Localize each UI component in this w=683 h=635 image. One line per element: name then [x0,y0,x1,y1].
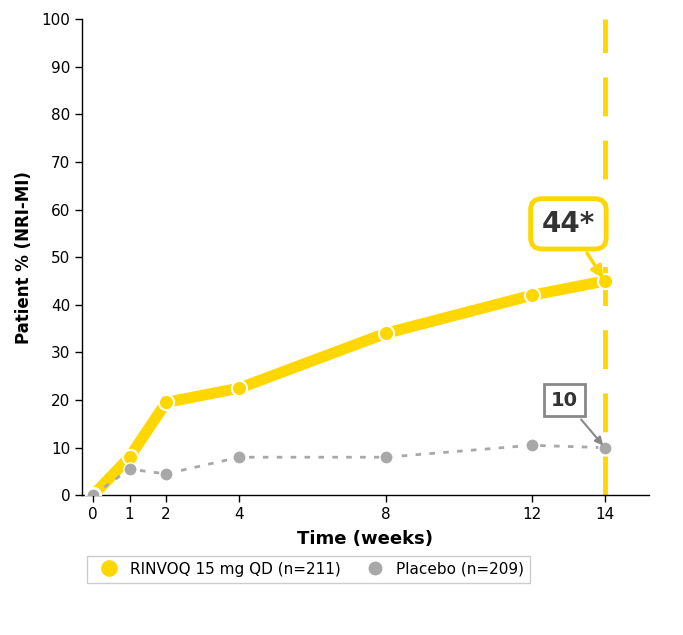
Point [380,328,391,338]
X-axis label: Time (weeks): Time (weeks) [297,530,434,549]
Legend: RINVOQ 15 mg QD (n=211), Placebo (n=209): RINVOQ 15 mg QD (n=211), Placebo (n=209) [87,556,530,583]
Point [234,452,245,462]
Point [161,469,171,479]
Point [234,383,245,393]
Y-axis label: Patient % (NRI-MI): Patient % (NRI-MI) [15,171,33,344]
Point [527,440,538,450]
Text: 10: 10 [551,391,602,444]
Point [87,490,98,500]
Point [87,490,98,500]
Point [161,398,171,408]
Point [600,276,611,286]
Point [124,452,135,462]
Point [527,290,538,300]
Point [600,443,611,453]
Text: 44*: 44* [542,210,601,276]
Point [124,464,135,474]
Point [380,452,391,462]
